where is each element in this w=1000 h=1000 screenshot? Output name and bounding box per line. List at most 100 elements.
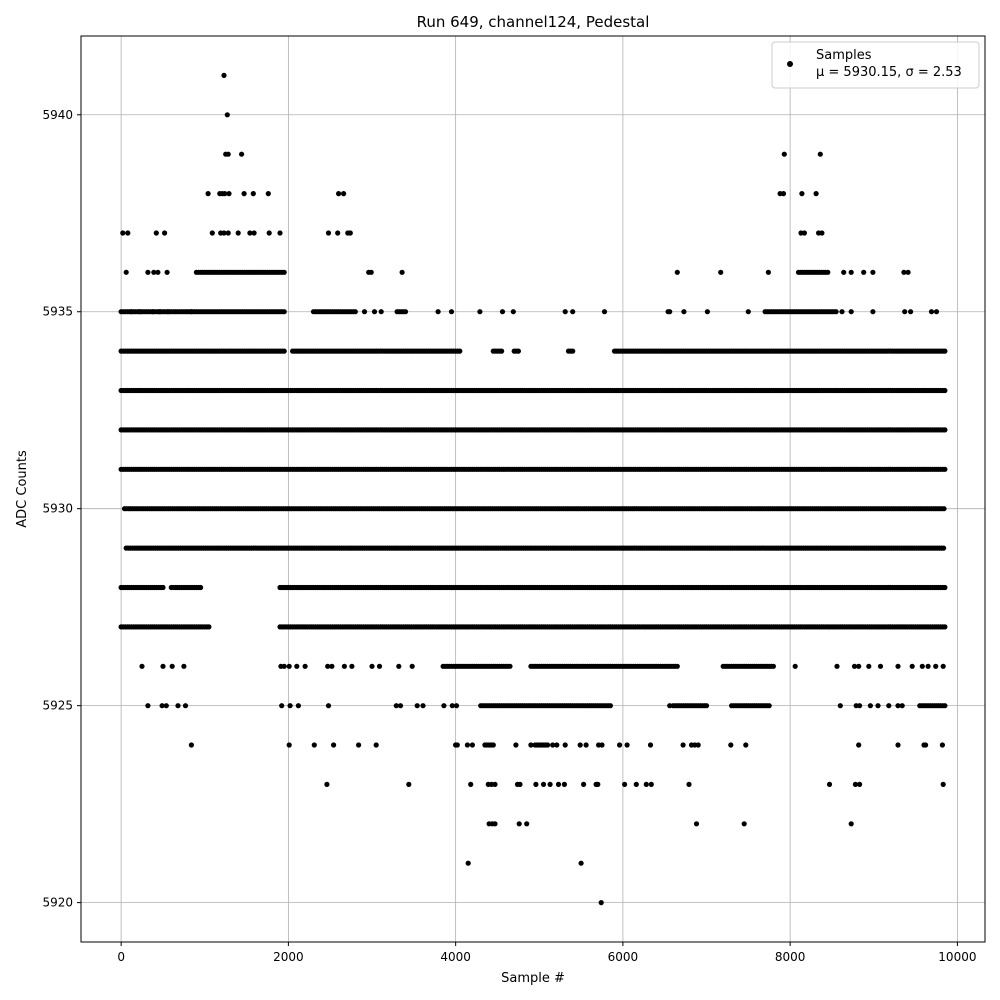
data-point [396, 663, 402, 669]
data-point [801, 230, 808, 236]
data-point [517, 781, 523, 788]
legend-box [771, 41, 980, 89]
data-point [499, 309, 506, 315]
data-point [647, 742, 654, 748]
data-point [624, 742, 630, 748]
data-point [875, 703, 881, 709]
legend: Samples μ = 5930.15, σ = 2.53 [771, 41, 980, 89]
data-point [577, 742, 583, 748]
x-tick-label: 10000 [938, 950, 976, 964]
data-point [895, 663, 901, 669]
data-point [766, 703, 772, 709]
data-point [286, 663, 292, 669]
data-point [848, 821, 854, 827]
data-point [492, 781, 498, 788]
data-point [833, 309, 839, 315]
data-point [324, 781, 330, 788]
data-point [453, 703, 460, 709]
data-point [206, 624, 212, 630]
data-point [136, 309, 143, 315]
data-point [598, 900, 604, 906]
data-point [909, 663, 915, 669]
data-point [899, 703, 905, 709]
data-point [414, 703, 420, 709]
data-point [175, 703, 181, 709]
chart-title: Run 649, channel124, Pedestal [417, 13, 650, 31]
data-point [162, 230, 168, 236]
data-point [718, 269, 724, 275]
data-point [851, 663, 858, 669]
data-point [547, 781, 553, 788]
data-point [160, 663, 166, 669]
data-point [622, 781, 628, 788]
data-point [145, 269, 151, 275]
data-point [510, 309, 516, 315]
y-tick-label: 5940 [42, 108, 73, 122]
data-point [222, 191, 228, 197]
data-point [741, 821, 747, 827]
data-point [941, 506, 947, 512]
data-point [633, 781, 639, 788]
data-point [583, 742, 589, 748]
y-tick-label: 5925 [42, 699, 73, 713]
data-point [302, 663, 308, 669]
data-point [435, 309, 441, 315]
data-point [397, 703, 404, 709]
data-point [703, 703, 710, 709]
data-point [406, 781, 412, 788]
data-point [454, 742, 460, 748]
data-point [449, 703, 455, 709]
data-point [743, 742, 749, 748]
data-point [287, 703, 293, 709]
data-point [469, 742, 475, 748]
data-point [562, 742, 568, 748]
data-point [545, 742, 551, 748]
data-point [834, 663, 840, 669]
data-point [221, 72, 227, 78]
data-point [570, 309, 576, 315]
data-point [281, 663, 287, 669]
data-point [857, 781, 863, 788]
data-point [942, 348, 948, 354]
legend-marker-icon [787, 61, 793, 67]
x-tick-label: 8000 [775, 950, 806, 964]
data-point [866, 663, 872, 669]
data-point [770, 663, 777, 669]
data-point [325, 230, 332, 236]
data-point [550, 742, 556, 748]
y-tick-label: 5930 [42, 502, 73, 516]
data-point [490, 742, 496, 748]
data-point [378, 309, 384, 315]
data-point [856, 663, 862, 669]
data-point [402, 309, 409, 315]
data-point [251, 230, 257, 236]
data-point [686, 781, 692, 788]
x-axis-title: Sample # [501, 971, 565, 986]
data-point [157, 309, 163, 315]
data-point [942, 427, 948, 433]
data-point [373, 742, 379, 748]
y-axis-title: ADC Counts [15, 450, 30, 528]
data-point [329, 663, 335, 669]
data-point [499, 348, 505, 354]
data-point [561, 781, 568, 788]
data-point [150, 309, 156, 315]
data-point [925, 663, 931, 669]
data-point [279, 703, 285, 709]
data-point [464, 742, 470, 748]
data-point [667, 309, 673, 315]
data-point [942, 703, 948, 709]
data-point [125, 230, 131, 236]
data-point [352, 309, 358, 315]
data-point [188, 309, 194, 315]
data-point [515, 348, 522, 354]
data-point [942, 584, 948, 591]
data-point [578, 860, 584, 866]
data-point [780, 191, 787, 197]
data-point [465, 860, 471, 866]
data-point [160, 584, 166, 591]
data-point [861, 269, 867, 275]
data-point [765, 269, 772, 275]
data-point [336, 191, 342, 197]
data-point [281, 269, 287, 275]
